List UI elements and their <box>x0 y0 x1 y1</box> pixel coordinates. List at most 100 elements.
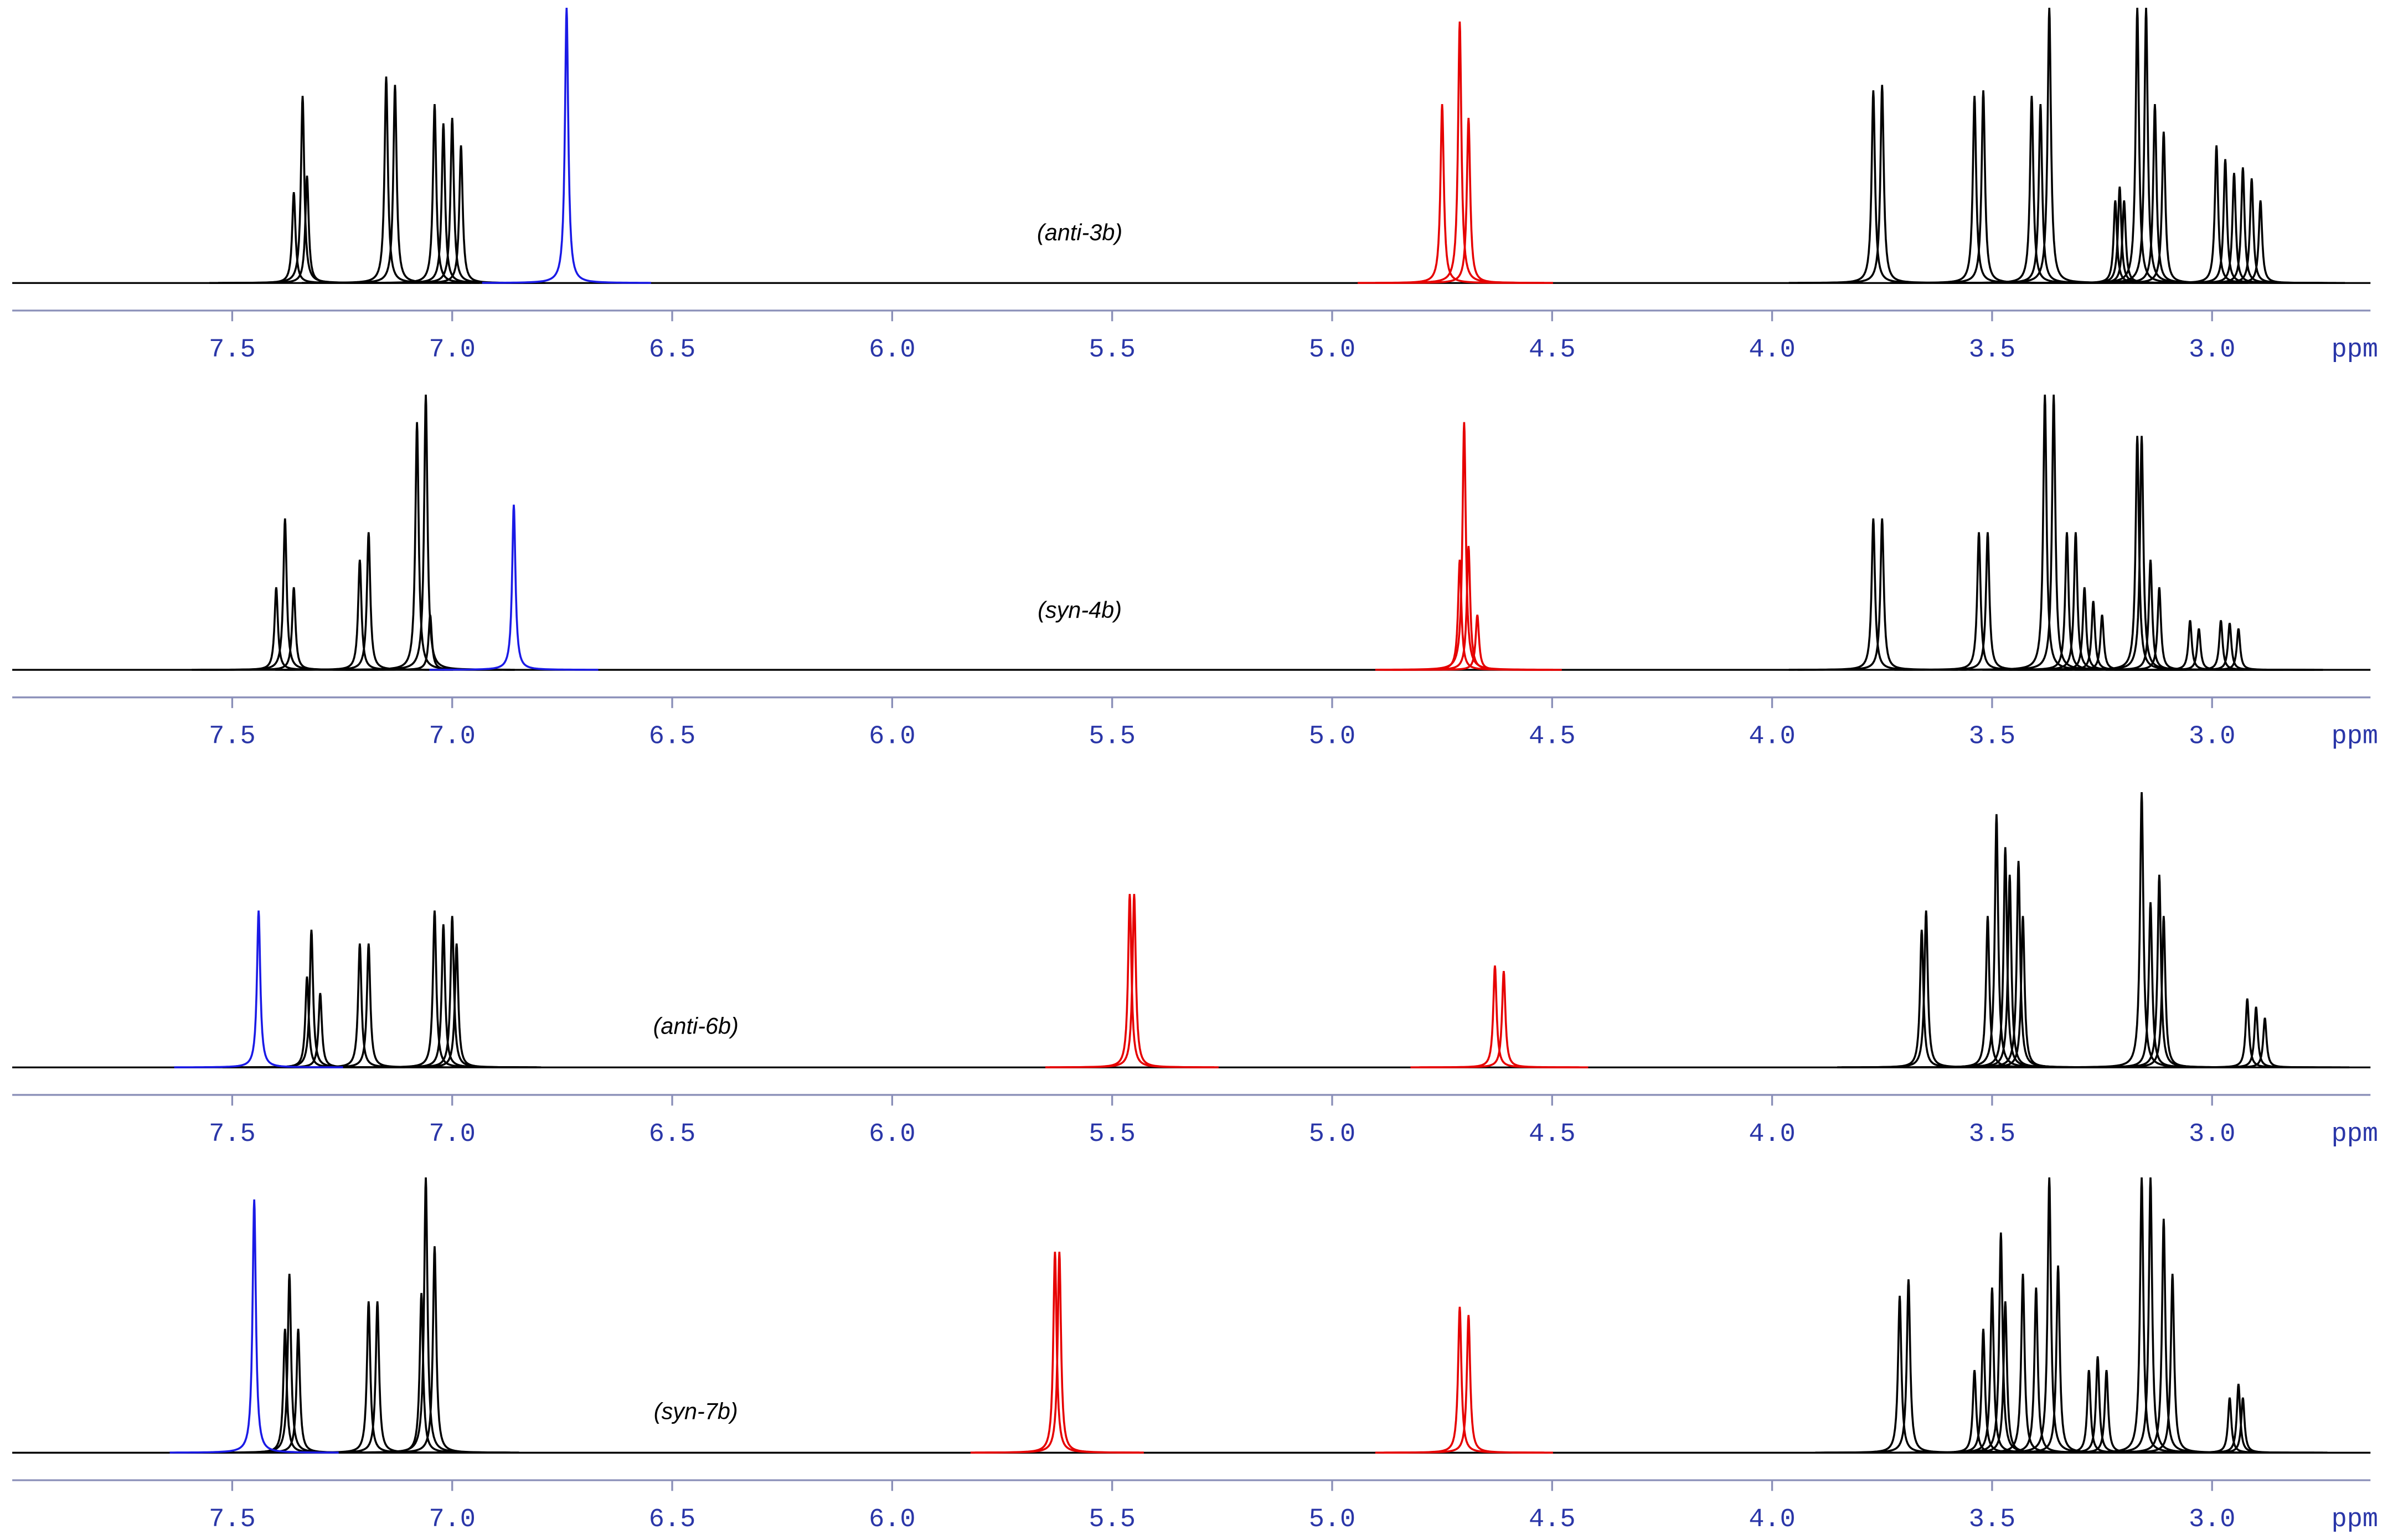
x-tick-label: 4.5 <box>1529 722 1576 752</box>
peak <box>200 518 370 671</box>
peak <box>2167 178 2337 284</box>
x-tick-label: 6.5 <box>649 335 696 365</box>
x-tick-label: 7.5 <box>209 1505 256 1534</box>
compound-label: (anti-3b) <box>1037 219 1122 245</box>
peak <box>2114 628 2283 671</box>
compound-label: (syn-4b) <box>1038 597 1122 623</box>
x-tick-label: 6.5 <box>649 1505 696 1534</box>
peak <box>2145 623 2314 671</box>
x-tick-label: 7.0 <box>429 1120 476 1149</box>
peak <box>2145 1397 2314 1454</box>
peak <box>350 910 519 1068</box>
x-tick-label: 5.0 <box>1309 1505 1356 1534</box>
x-axis-label: ppm <box>2332 722 2379 752</box>
peak <box>341 1177 510 1454</box>
compound-label: (syn-7b) <box>654 1398 738 1424</box>
peak <box>1969 394 2138 671</box>
peak <box>1964 8 2134 284</box>
x-tick-label: 6.5 <box>649 1120 696 1149</box>
peak <box>214 1329 383 1454</box>
peak <box>2079 916 2249 1068</box>
x-tick-label: 7.0 <box>429 722 476 752</box>
x-tick-label: 7.5 <box>209 335 256 365</box>
x-tick-label: 4.0 <box>1749 1505 1796 1534</box>
peak <box>2000 587 2169 671</box>
peak <box>2158 1397 2328 1454</box>
x-tick-label: 7.5 <box>209 722 256 752</box>
peak <box>200 1329 370 1454</box>
x-axis-label: ppm <box>2332 1120 2379 1149</box>
peak <box>482 8 651 284</box>
peak <box>222 175 392 284</box>
x-tick-label: 5.5 <box>1089 1120 1136 1149</box>
x-tick-label: 5.5 <box>1089 335 1136 365</box>
x-tick-label: 3.0 <box>2189 1505 2236 1534</box>
x-tick-label: 4.5 <box>1529 335 1576 365</box>
peak <box>359 924 528 1068</box>
x-tick-label: 6.0 <box>869 335 916 365</box>
x-tick-label: 6.0 <box>869 1505 916 1534</box>
peak <box>174 910 343 1068</box>
x-tick-label: 4.5 <box>1529 1120 1576 1149</box>
x-tick-label: 4.0 <box>1749 335 1796 365</box>
peak <box>1410 965 1580 1068</box>
x-tick-label: 3.5 <box>1969 722 2016 752</box>
x-axis-label: ppm <box>2332 1505 2379 1534</box>
peak <box>2053 8 2222 284</box>
peak <box>974 1252 1144 1454</box>
peak <box>2163 998 2332 1068</box>
peak <box>1788 518 1958 671</box>
peak <box>1938 1274 2108 1454</box>
peak <box>209 587 379 671</box>
peak <box>1815 1295 1984 1454</box>
peak <box>2070 104 2240 284</box>
peak <box>1375 1306 1544 1454</box>
x-tick-label: 7.0 <box>429 1505 476 1534</box>
peak <box>1938 916 2108 1068</box>
peak <box>1358 104 1527 284</box>
peak <box>350 1246 519 1454</box>
x-tick-label: 5.5 <box>1089 722 1136 752</box>
peak <box>1797 85 1967 284</box>
x-tick-label: 6.0 <box>869 1120 916 1149</box>
peak <box>275 943 445 1068</box>
peak <box>2180 1017 2350 1068</box>
x-tick-label: 3.5 <box>1969 335 2016 365</box>
peak <box>1384 117 1553 284</box>
peak <box>1419 971 1589 1068</box>
peak <box>1788 90 1958 284</box>
x-tick-label: 5.0 <box>1309 335 1356 365</box>
x-tick-label: 5.5 <box>1089 1505 1136 1534</box>
x-tick-label: 5.0 <box>1309 1120 1356 1149</box>
peak <box>1797 518 1967 671</box>
peak <box>2149 173 2319 284</box>
x-tick-label: 3.0 <box>2189 722 2236 752</box>
x-tick-label: 7.5 <box>209 1120 256 1149</box>
peak <box>192 587 361 671</box>
compound-label: (anti-6b) <box>653 1012 739 1038</box>
peak <box>1384 1315 1553 1454</box>
peak <box>2176 200 2345 284</box>
peak <box>169 1199 339 1454</box>
peak <box>1393 614 1562 671</box>
peak <box>2061 8 2231 284</box>
peak <box>1982 532 2152 671</box>
peak <box>1049 893 1219 1068</box>
x-axis-label: ppm <box>2332 335 2379 365</box>
peak <box>337 1293 506 1454</box>
peak <box>2172 1006 2341 1068</box>
peak <box>2158 167 2328 284</box>
x-tick-label: 3.0 <box>2189 1120 2236 1149</box>
x-tick-label: 6.5 <box>649 722 696 752</box>
peak <box>1375 21 1544 284</box>
peak <box>2057 792 2226 1068</box>
peak <box>1824 1279 1993 1454</box>
peak <box>341 394 510 671</box>
peak <box>1912 814 2081 1068</box>
x-tick-label: 7.0 <box>429 335 476 365</box>
x-tick-label: 3.0 <box>2189 335 2236 365</box>
peak <box>2066 902 2235 1068</box>
x-tick-label: 5.0 <box>1309 722 1356 752</box>
x-tick-label: 4.0 <box>1749 722 1796 752</box>
